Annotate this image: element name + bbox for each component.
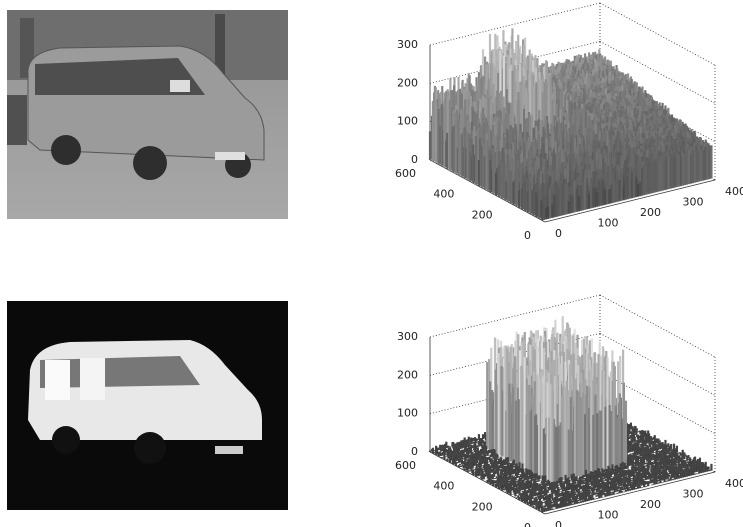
y-tick-label: 200 (472, 208, 493, 221)
z-tick-label: 100 (397, 407, 418, 420)
y-tick-label: 0 (524, 229, 531, 242)
x-tick-label: 200 (640, 206, 661, 219)
z-tick-label: 0 (411, 153, 418, 166)
x-tick-label: 100 (598, 217, 619, 230)
y-tick-label: 400 (433, 188, 454, 201)
surface-plot: 0 100 200 300 600 400 200 0 0 100 200 300 400 (395, 3, 743, 242)
x-tick-label: 300 (683, 196, 704, 209)
axis-line (600, 295, 715, 357)
figure: 0 100 200 300 600 400 200 0 0 100 200 300 400 0 100 200… (0, 0, 743, 527)
axis-line (600, 3, 715, 65)
z-tick-label: 200 (397, 368, 418, 381)
figure-canvas: 0 100 200 300 600 400 200 0 0 100 200 300 400 0 100 200… (0, 0, 743, 527)
z-tick-label: 0 (411, 445, 418, 458)
y-tick-label: 600 (395, 167, 416, 180)
axis-line (430, 3, 600, 45)
photo-segmented (7, 301, 288, 510)
surface-plot: 010020030060040020000100200300400 (395, 295, 743, 527)
z-tick-label: 100 (397, 115, 418, 128)
x-tick-label: 400 (725, 185, 743, 198)
z-tick-label: 300 (397, 330, 418, 343)
x-tick-label: 0 (555, 227, 562, 240)
z-tick-label: 200 (397, 76, 418, 89)
z-tick-label: 300 (397, 38, 418, 51)
photo-original (7, 10, 288, 219)
